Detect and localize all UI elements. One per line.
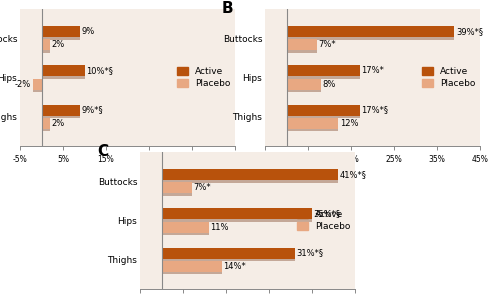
- Bar: [42, 68, 84, 79]
- Text: 9%*§: 9%*§: [82, 105, 104, 114]
- Bar: [162, 248, 295, 259]
- Text: 39%*§: 39%*§: [456, 27, 483, 36]
- Bar: [162, 224, 209, 235]
- Bar: [162, 261, 222, 272]
- Bar: [286, 26, 454, 37]
- Bar: [42, 120, 50, 131]
- Bar: [286, 66, 360, 76]
- Legend: Active, Placebo: Active, Placebo: [422, 66, 476, 89]
- Bar: [162, 250, 295, 261]
- Text: 2%: 2%: [52, 119, 65, 128]
- Text: -2%: -2%: [15, 80, 31, 89]
- Text: 17%*§: 17%*§: [362, 105, 388, 114]
- Legend: Active, Placebo: Active, Placebo: [297, 209, 350, 232]
- Bar: [162, 185, 192, 196]
- Bar: [42, 26, 80, 37]
- Text: 14%*: 14%*: [224, 262, 246, 271]
- Text: 10%*§: 10%*§: [86, 66, 113, 75]
- Bar: [286, 118, 338, 129]
- Bar: [286, 107, 360, 118]
- Bar: [162, 169, 338, 180]
- Text: 41%*§: 41%*§: [340, 170, 366, 179]
- Bar: [42, 42, 50, 53]
- Bar: [286, 68, 360, 79]
- Bar: [286, 120, 338, 131]
- Bar: [162, 211, 312, 222]
- Text: 9%: 9%: [82, 27, 95, 36]
- Bar: [162, 222, 209, 232]
- Text: 7%*: 7%*: [318, 41, 336, 49]
- Bar: [42, 107, 80, 118]
- Bar: [42, 105, 80, 116]
- Bar: [162, 182, 192, 193]
- Bar: [286, 81, 321, 92]
- Text: 8%: 8%: [322, 80, 336, 89]
- Bar: [286, 42, 316, 53]
- Bar: [286, 79, 321, 89]
- Bar: [162, 263, 222, 274]
- Text: 12%: 12%: [340, 119, 358, 128]
- Bar: [42, 118, 50, 129]
- Bar: [33, 81, 42, 92]
- Bar: [286, 39, 316, 50]
- Text: 35%*§: 35%*§: [314, 209, 340, 218]
- Legend: Active, Placebo: Active, Placebo: [177, 66, 231, 89]
- Bar: [33, 79, 42, 89]
- Text: 7%*: 7%*: [194, 184, 211, 193]
- Bar: [286, 29, 454, 40]
- Text: 11%: 11%: [210, 223, 229, 232]
- Bar: [42, 29, 80, 40]
- Text: C: C: [97, 144, 108, 159]
- Bar: [162, 172, 338, 183]
- Bar: [286, 105, 360, 116]
- Bar: [42, 66, 84, 76]
- Bar: [42, 39, 50, 50]
- Text: 17%*: 17%*: [362, 66, 384, 75]
- Bar: [162, 209, 312, 219]
- Text: B: B: [222, 1, 234, 16]
- Text: 31%*§: 31%*§: [296, 249, 324, 257]
- Text: 2%: 2%: [52, 41, 65, 49]
